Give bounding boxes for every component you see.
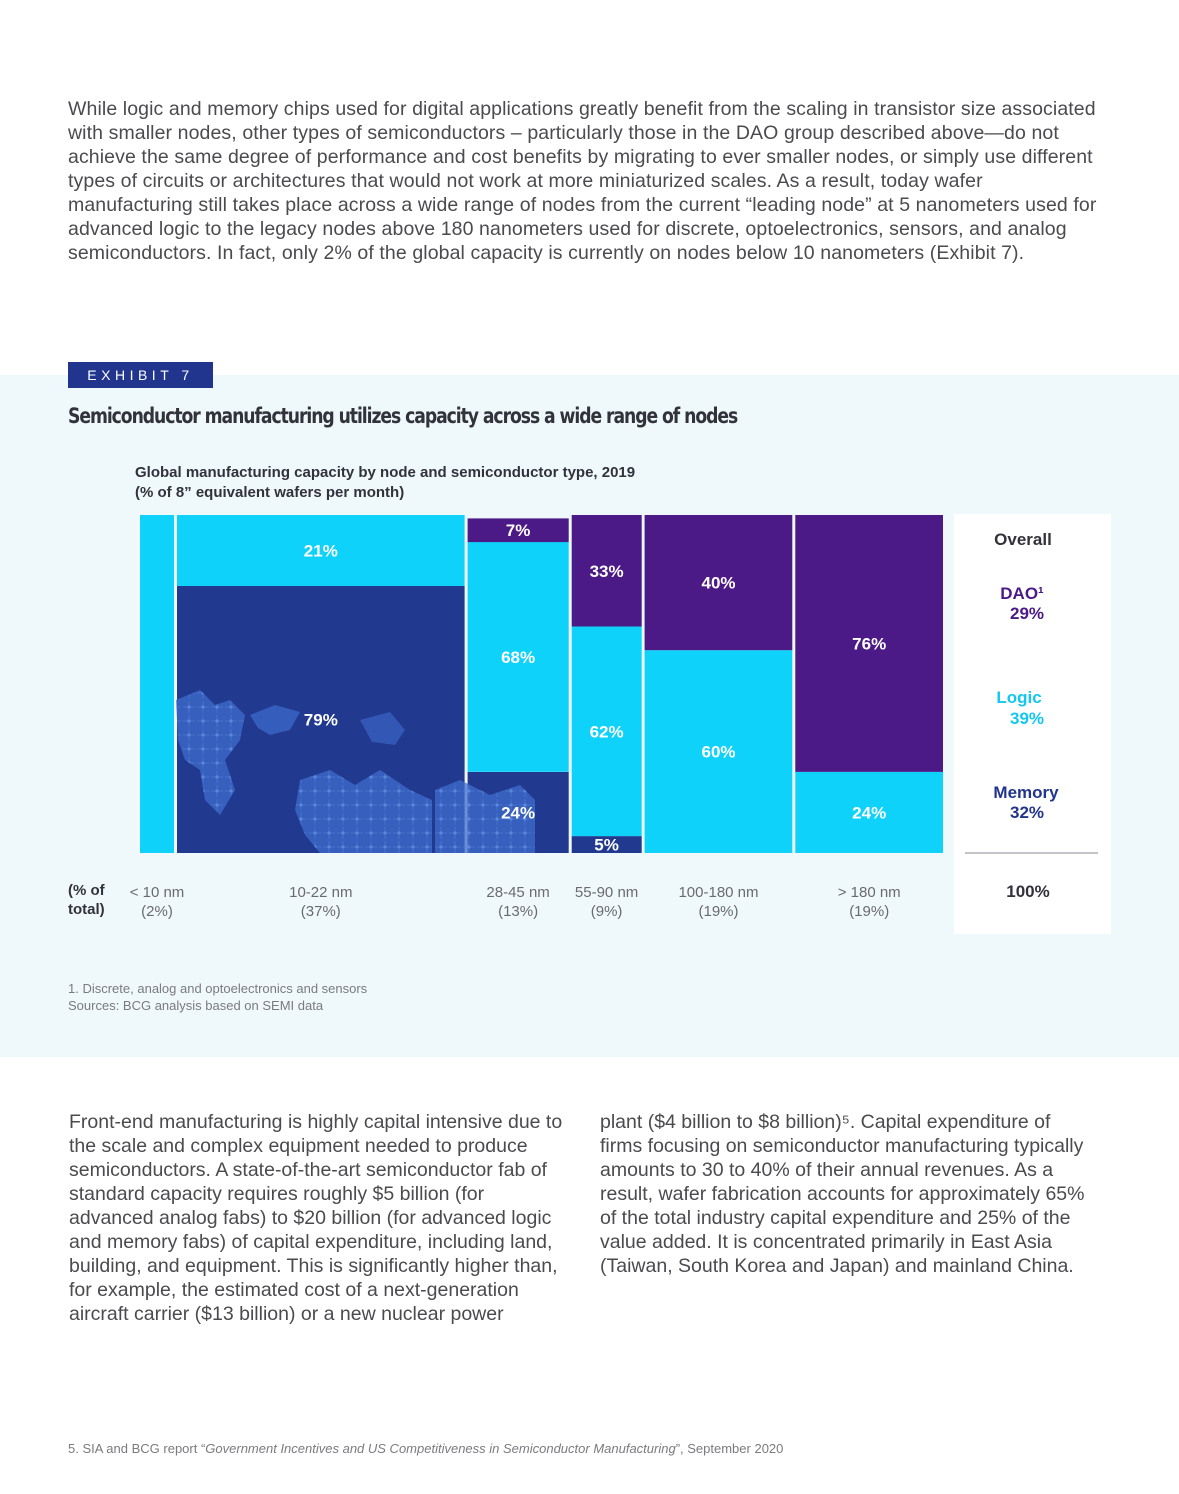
chart-title-line1: Global manufacturing capacity by node an… (135, 464, 636, 481)
footnote-line1: 1. Discrete, analog and optoelectronics … (68, 981, 368, 996)
bar-segment-logic (571, 626, 642, 837)
bar-column (571, 515, 642, 853)
segment-label: 24% (501, 803, 535, 822)
overall-dao-value: 29% (1010, 604, 1044, 623)
footnote-line2: Sources: BCG analysis based on SEMI data (68, 998, 324, 1013)
footnote-5-title: Government Incentives and US Competitive… (205, 1441, 676, 1456)
segment-label: 7% (506, 521, 531, 540)
exhibit-title: Semiconductor manufacturing utilizes cap… (68, 404, 738, 428)
segment-label: 79% (304, 711, 338, 730)
footnote-5-suffix: ”, September 2020 (675, 1441, 784, 1456)
x-tick-share: (9%) (591, 903, 623, 920)
overall-logic-label: Logic (996, 688, 1041, 707)
chart-title: Global manufacturing capacity by node an… (135, 463, 635, 503)
overall-heading: Overall (994, 530, 1052, 549)
bar-segment-logic (795, 771, 943, 853)
segment-labels: 79% 21% 24% 68% 7% 5% 62% 33% 60% 40% 24% 76% (304, 521, 886, 854)
bar-segment-dao (795, 515, 943, 772)
intro-paragraph: While logic and memory chips used for di… (68, 98, 1097, 264)
bar-column (795, 515, 943, 853)
bar-segment-dao (644, 515, 793, 651)
segment-label: 24% (852, 803, 886, 822)
segment-label: 60% (701, 743, 735, 762)
chart-title-line2: (% of 8” equivalent wafers per month) (135, 484, 405, 501)
x-tick-share: (13%) (498, 903, 538, 920)
exhibit-tag: EXHIBIT 7 (68, 362, 213, 388)
exhibit-footnote: 1. Discrete, analog and optoelectronics … (68, 980, 367, 1014)
bar-segment-memory (571, 836, 642, 853)
bar-column (644, 515, 793, 853)
x-tick-share: (37%) (301, 903, 341, 920)
overall-total: 100% (1006, 882, 1049, 901)
bar-segment-dao (571, 515, 642, 627)
x-axis-labels: < 10 nm (2%) 10-22 nm (37%) 28-45 nm (13%) 55-… (130, 884, 901, 920)
segment-label: 68% (501, 648, 535, 667)
body-column-right: plant ($4 billion to $8 billion)⁵. Capit… (600, 1111, 1085, 1277)
segment-label: 40% (701, 574, 735, 593)
x-tick-label: > 180 nm (838, 884, 901, 901)
bar-segment-logic (177, 515, 465, 586)
bar-column (140, 515, 174, 853)
x-tick-label: 100-180 nm (678, 884, 758, 901)
overall-dao-label: DAO¹ (1000, 584, 1044, 603)
marimekko-chart: 79% 21% 24% 68% 7% 5% 62% 33% 60% 40% 24% 76% Overa… (68, 514, 1111, 934)
x-tick-share: (19%) (698, 903, 738, 920)
bar-segment-logic (467, 542, 569, 772)
footnote-5: 5. SIA and BCG report “Government Incent… (68, 1441, 783, 1456)
x-tick-label: < 10 nm (130, 884, 185, 901)
bar-segment-logic (644, 650, 793, 853)
x-tick-label: 10-22 nm (289, 884, 352, 901)
segment-label: 76% (852, 634, 886, 653)
x-tick-share: (2%) (141, 903, 173, 920)
body-column-left: Front-end manufacturing is highly capita… (69, 1111, 563, 1325)
bar-column (177, 515, 465, 853)
overall-panel (954, 514, 1111, 934)
segment-label: 21% (304, 542, 338, 561)
segment-label: 33% (590, 562, 624, 581)
bar-segment-dao (467, 518, 569, 543)
bar-segment-logic (140, 515, 174, 853)
x-caption-line2: total) (68, 901, 105, 918)
x-tick-label: 55-90 nm (575, 884, 638, 901)
segment-label: 5% (594, 836, 619, 855)
overall-memory-value: 32% (1010, 803, 1044, 822)
footnote-5-prefix: 5. SIA and BCG report “ (68, 1441, 206, 1456)
chart-bars (140, 515, 943, 853)
x-caption-line1: (% of (68, 882, 106, 899)
x-tick-share: (19%) (849, 903, 889, 920)
x-tick-label: 28-45 nm (486, 884, 549, 901)
segment-label: 62% (590, 722, 624, 741)
overall-logic-value: 39% (1010, 709, 1044, 728)
overall-memory-label: Memory (993, 783, 1059, 802)
